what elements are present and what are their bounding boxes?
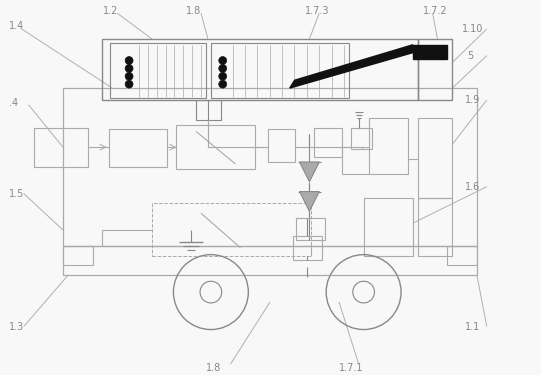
- Bar: [418, 118, 452, 198]
- Circle shape: [219, 80, 227, 88]
- Bar: [63, 246, 93, 266]
- Bar: [351, 128, 373, 149]
- Circle shape: [125, 57, 133, 64]
- Bar: [295, 218, 325, 240]
- Bar: [364, 198, 413, 256]
- Bar: [418, 198, 452, 256]
- Text: 1.7.3: 1.7.3: [305, 6, 329, 16]
- Polygon shape: [300, 162, 319, 182]
- Bar: [368, 118, 408, 174]
- Text: 1.2: 1.2: [102, 6, 118, 16]
- Bar: [447, 246, 477, 266]
- Bar: [314, 128, 342, 157]
- Text: 1.4: 1.4: [9, 21, 24, 31]
- Bar: [110, 43, 206, 98]
- Circle shape: [125, 72, 133, 80]
- Circle shape: [125, 80, 133, 88]
- Bar: [176, 124, 255, 169]
- Polygon shape: [300, 192, 319, 211]
- Text: 1.10: 1.10: [462, 24, 484, 34]
- Text: 1.6: 1.6: [465, 182, 480, 192]
- Circle shape: [219, 64, 227, 72]
- Text: 1.3: 1.3: [9, 322, 24, 332]
- Text: 1.5: 1.5: [9, 189, 24, 198]
- Bar: [63, 246, 477, 275]
- Text: 5: 5: [467, 51, 473, 61]
- Bar: [152, 203, 312, 256]
- Text: 1.8: 1.8: [206, 363, 221, 373]
- Text: 1.1: 1.1: [465, 322, 480, 332]
- Circle shape: [125, 64, 133, 72]
- Bar: [418, 39, 452, 100]
- Bar: [196, 100, 221, 120]
- Polygon shape: [413, 45, 447, 58]
- Bar: [109, 129, 167, 167]
- Bar: [211, 43, 349, 98]
- Polygon shape: [290, 45, 413, 88]
- Text: 1.7.2: 1.7.2: [423, 6, 447, 16]
- Circle shape: [219, 57, 227, 64]
- Text: .4: .4: [9, 98, 18, 108]
- Bar: [293, 236, 322, 260]
- Text: 1.9: 1.9: [465, 95, 480, 105]
- Text: 1.7.1: 1.7.1: [339, 363, 364, 373]
- Bar: [34, 128, 88, 167]
- Bar: [268, 129, 295, 162]
- Bar: [63, 88, 477, 246]
- Bar: [102, 39, 418, 100]
- Circle shape: [219, 72, 227, 80]
- Text: 1.8: 1.8: [186, 6, 201, 16]
